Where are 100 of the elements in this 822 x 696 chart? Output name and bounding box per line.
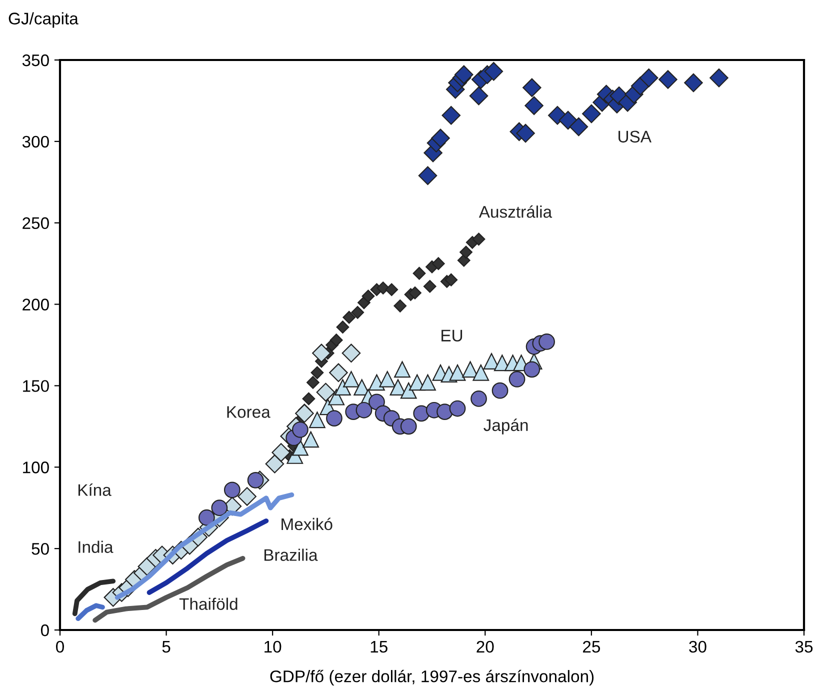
point xyxy=(351,306,364,319)
point xyxy=(356,402,372,418)
point xyxy=(454,65,474,84)
x-tick-label: 35 xyxy=(795,640,813,653)
point xyxy=(342,310,356,324)
x-tick-label: 5 xyxy=(162,641,170,653)
annotation: Korea xyxy=(227,406,270,418)
point xyxy=(211,500,228,516)
point xyxy=(569,117,588,136)
point xyxy=(329,363,348,382)
point xyxy=(394,299,407,312)
point xyxy=(247,472,264,488)
point xyxy=(684,73,703,92)
point xyxy=(444,273,458,286)
x-tick-label: 0 xyxy=(56,640,64,653)
y-tick-label: 250 xyxy=(22,217,49,230)
point xyxy=(385,283,398,296)
point xyxy=(362,290,375,303)
point xyxy=(582,104,601,124)
point xyxy=(312,344,331,363)
point xyxy=(449,400,466,417)
x-tick-label: 15 xyxy=(370,641,388,653)
line-series xyxy=(72,578,116,616)
point xyxy=(368,374,385,391)
point xyxy=(326,410,342,426)
point xyxy=(710,68,728,88)
point xyxy=(492,382,508,399)
point xyxy=(558,110,578,130)
point xyxy=(343,371,360,388)
point xyxy=(265,454,284,474)
point xyxy=(238,487,256,506)
annotation: Brazilia xyxy=(264,548,318,561)
point xyxy=(198,509,215,526)
annotation: Thaiföld xyxy=(179,598,238,610)
point xyxy=(472,364,490,381)
annotation: India xyxy=(78,540,114,553)
point xyxy=(309,412,326,428)
point xyxy=(336,320,350,334)
point xyxy=(306,376,320,389)
point xyxy=(412,266,426,280)
y-axis-title: GJ/capita xyxy=(8,12,78,28)
point xyxy=(460,246,472,259)
point xyxy=(442,106,461,125)
point xyxy=(272,443,290,462)
point xyxy=(342,344,361,363)
point xyxy=(449,364,466,381)
point xyxy=(462,361,478,378)
line-series xyxy=(92,556,246,623)
point xyxy=(408,286,422,300)
point xyxy=(436,404,453,420)
point xyxy=(469,86,488,106)
point xyxy=(224,482,240,498)
point xyxy=(524,96,544,115)
point xyxy=(379,371,396,388)
y-tick-label: 350 xyxy=(22,54,49,66)
annotation: EU xyxy=(442,330,462,342)
point xyxy=(394,361,410,378)
point xyxy=(310,366,324,380)
point xyxy=(295,404,314,423)
point xyxy=(484,62,504,81)
point xyxy=(330,334,343,347)
point xyxy=(334,379,351,396)
point xyxy=(639,68,658,88)
annotation: USA xyxy=(618,130,652,143)
point xyxy=(508,371,526,388)
y-tick-label: 150 xyxy=(23,380,49,392)
point xyxy=(368,394,385,410)
y-tick-label: 300 xyxy=(22,136,49,148)
x-tick-label: 30 xyxy=(689,640,706,653)
point xyxy=(400,382,417,399)
point xyxy=(292,439,308,456)
point xyxy=(418,166,438,186)
x-axis-title: GDP/fő (ezer dollár, 1997-es árszínvonalon) xyxy=(270,670,594,686)
point xyxy=(516,124,535,143)
point xyxy=(472,232,486,246)
annotation: Japán xyxy=(484,418,528,434)
point xyxy=(432,257,445,270)
point xyxy=(538,334,555,350)
point xyxy=(413,405,430,422)
point xyxy=(302,392,316,406)
annotation: Ausztrália xyxy=(478,205,552,218)
x-tick-label: 10 xyxy=(264,640,282,653)
y-tick-label: 0 xyxy=(40,624,49,636)
point xyxy=(316,382,336,402)
point xyxy=(470,390,487,407)
y-tick-label: 200 xyxy=(22,298,49,310)
x-tick-label: 20 xyxy=(476,640,494,653)
point xyxy=(400,418,417,435)
point xyxy=(423,280,436,293)
point xyxy=(420,374,436,391)
annotation: Mexikó xyxy=(282,518,332,530)
point xyxy=(302,431,320,448)
x-tick-label: 25 xyxy=(583,640,600,653)
point xyxy=(522,78,542,98)
y-tick-label: 100 xyxy=(23,462,49,474)
annotation: Kína xyxy=(78,484,112,496)
point xyxy=(292,421,308,438)
point xyxy=(431,128,450,148)
point xyxy=(390,379,406,396)
point xyxy=(524,361,540,378)
